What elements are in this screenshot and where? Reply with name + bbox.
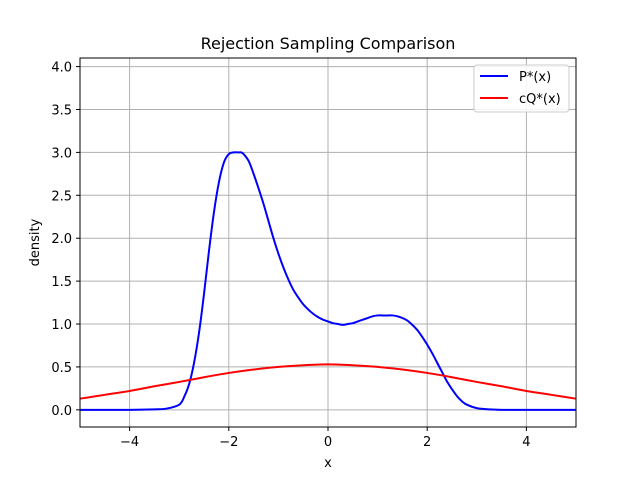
legend-label-cq: cQ*(x) [519,92,561,107]
y-axis-ticks: 0.0 0.5 1.0 1.5 2.0 2.5 3.0 3.5 4.0 [51,61,80,419]
y-tick-label: 1.0 [51,318,72,333]
y-tick-label: 2.5 [51,189,72,204]
y-tick-label: 0.0 [51,404,72,419]
x-tick-label: −2 [219,435,238,450]
cq-star-line [79,363,577,400]
chart-title: Rejection Sampling Comparison [201,34,456,53]
y-tick-label: 0.5 [51,361,72,376]
x-tick-label: 4 [522,435,530,450]
y-tick-label: 4.0 [51,61,72,76]
legend: P*(x) cQ*(x) [473,64,570,113]
x-tick-label: 0 [324,435,332,450]
y-tick-label: 2.0 [51,232,72,247]
y-tick-label: 3.5 [51,103,72,118]
y-tick-label: 3.0 [51,146,72,161]
legend-label-p: P*(x) [519,70,551,85]
grid-lines [80,58,576,427]
y-axis-label: density [28,218,43,266]
plot-series [79,151,577,411]
x-axis-label: x [324,456,332,471]
x-tick-label: 2 [423,435,431,450]
y-tick-label: 1.5 [51,275,72,290]
x-axis-ticks: −4 −2 0 2 4 [120,427,531,450]
x-tick-label: −4 [120,435,139,450]
p-star-line [79,151,576,411]
